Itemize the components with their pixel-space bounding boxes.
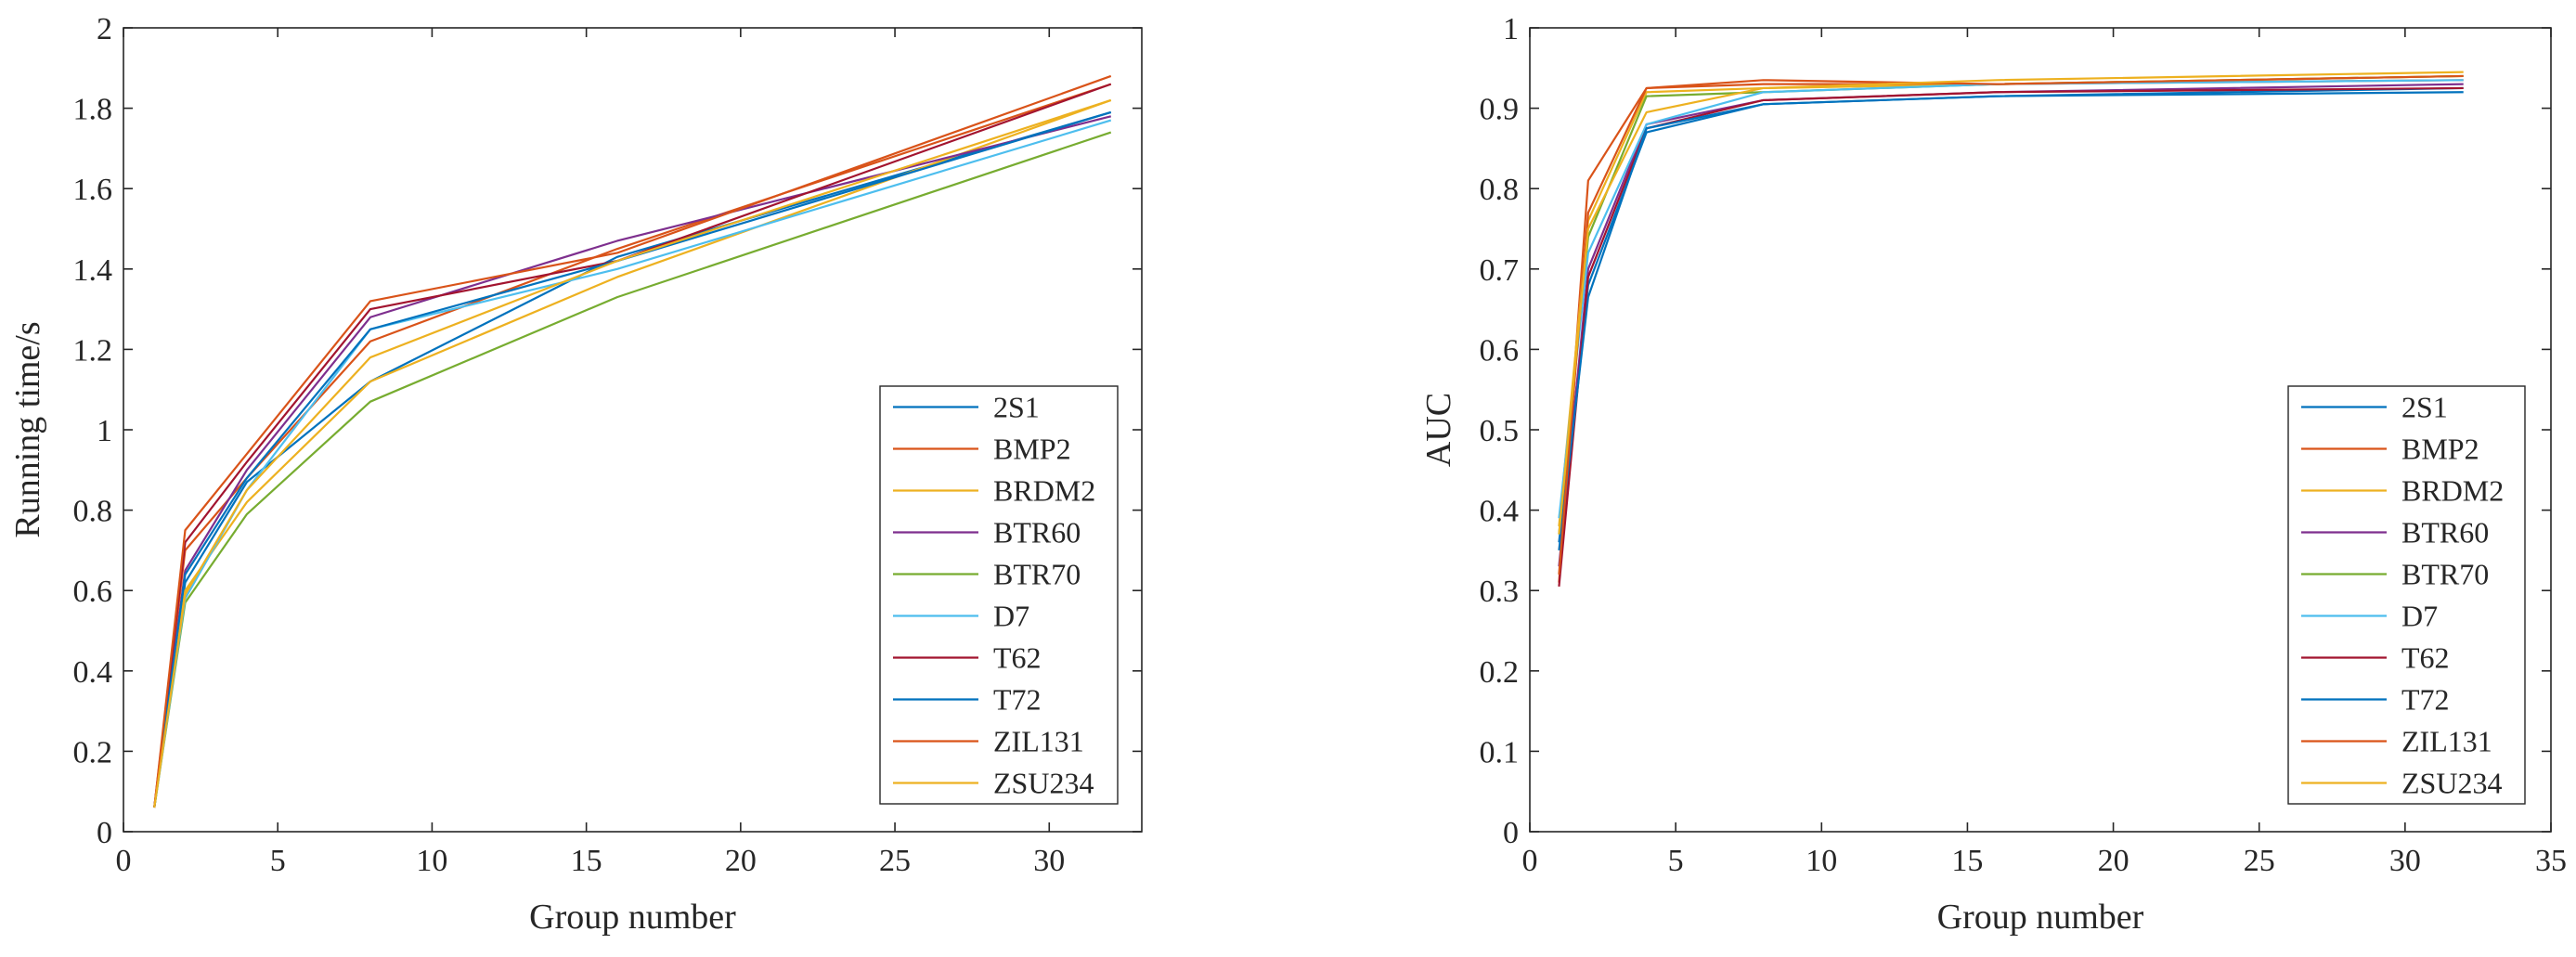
x-tick-label: 0: [1522, 844, 1538, 878]
legend-label-btr60: BTR60: [2401, 516, 2489, 550]
legend-label-2s1: 2S1: [993, 391, 1040, 424]
y-axis-label: Running time/s: [8, 321, 47, 537]
x-tick-label: 5: [1668, 844, 1684, 878]
legend-label-bmp2: BMP2: [2401, 433, 2479, 466]
y-tick-label: 0.7: [1480, 253, 1520, 288]
y-tick-label: 0.9: [1480, 93, 1520, 127]
x-tick-label: 35: [2535, 844, 2567, 878]
series-line-t62: [153, 83, 1112, 808]
legend-label-t72: T72: [2401, 683, 2450, 717]
legend-label-zsu234: ZSU234: [2401, 767, 2502, 800]
series-line-zsu234: [1558, 71, 2464, 535]
series-line-t72: [153, 110, 1112, 808]
y-tick-label: 1.6: [73, 173, 113, 207]
y-tick-label: 0.5: [1480, 414, 1520, 448]
legend-box: [879, 385, 1119, 805]
y-tick-label: 0.8: [73, 495, 113, 529]
x-axis: 0 5 10 15 20 25 30: [116, 28, 1065, 878]
x-tick-label: 30: [2389, 844, 2421, 878]
y-tick-label: 0.1: [1480, 735, 1520, 769]
y-axis: 0 0.2 0.4 0.6 0.8 1 1.2 1.4 1.6 1.8 2: [73, 12, 1142, 850]
auc-chart: 0 5 10 15 20 25 30 3500.10.20.30.40.50.60.70.80…: [1419, 12, 2567, 937]
x-tick-label: 25: [879, 844, 911, 878]
y-tick-label: 1: [1503, 12, 1519, 46]
x-tick-label: 15: [571, 844, 602, 878]
y-tick-label: 1.8: [73, 93, 113, 127]
x-tick-label: 15: [1951, 844, 1983, 878]
x-tick-label: 20: [2098, 844, 2129, 878]
x-axis-label: Group number: [529, 898, 736, 937]
x-tick-label: 0: [116, 844, 132, 878]
legend-label-btr70: BTR70: [993, 558, 1081, 591]
legend-box: [2287, 385, 2526, 805]
y-tick-label: 2: [97, 12, 112, 46]
x-tick-label: 25: [2244, 844, 2275, 878]
y-tick-label: 0.2: [1480, 655, 1520, 690]
x-tick-label: 30: [1033, 844, 1065, 878]
legend-label-t62: T62: [993, 641, 1042, 675]
y-tick-label: 0.8: [1480, 173, 1520, 207]
legend-label-t62: T62: [2401, 641, 2450, 675]
legend-label-t72: T72: [993, 683, 1042, 717]
x-tick-label: 20: [725, 844, 757, 878]
legend: 2S1 BMP2 BRDM2 BTR60 BTR70 D7 T62 T72 ZIL131 ZSU2…: [879, 385, 1119, 805]
legend-label-zil131: ZIL131: [993, 725, 1084, 758]
y-axis: 0 0.1 0.2 0.3 0.4 0.5 0.6 0.7 0.8 0.9 1: [1480, 12, 2551, 850]
legend-label-zsu234: ZSU234: [993, 767, 1094, 800]
legend-label-brdm2: BRDM2: [2401, 474, 2504, 508]
x-tick-label: 10: [416, 844, 447, 878]
legend-label-2s1: 2S1: [2401, 391, 2448, 424]
y-tick-label: 0: [1503, 816, 1519, 850]
legend-label-d7: D7: [2401, 600, 2438, 633]
y-axis-label: AUC: [1419, 393, 1458, 467]
series-lines: [1558, 71, 2464, 587]
series-line-zil131: [153, 74, 1112, 808]
x-axis: 0 5 10 15 20 25 30 35: [1522, 28, 2567, 878]
y-tick-label: 0.4: [1480, 495, 1520, 529]
y-tick-label: 1.2: [73, 333, 113, 368]
series-line-zsu234: [153, 98, 1112, 808]
y-tick-label: 0.6: [73, 575, 113, 609]
y-tick-label: 0.3: [1480, 575, 1520, 609]
x-axis-label: Group number: [1937, 898, 2144, 937]
x-tick-label: 5: [270, 844, 286, 878]
legend-label-zil131: ZIL131: [2401, 725, 2492, 758]
legend-label-btr70: BTR70: [2401, 558, 2489, 591]
running-time-chart: 0 5 10 15 20 25 30 0 0.2 0.4 0.6 0.8 1 1.2 1.4 1.6 1.8 2 G…: [8, 12, 1143, 937]
y-tick-label: 0: [97, 816, 112, 850]
y-tick-label: 0.2: [73, 735, 113, 769]
y-tick-label: 1.4: [73, 253, 113, 288]
legend-label-d7: D7: [993, 600, 1029, 633]
series-line-t62: [1558, 86, 2464, 587]
series-lines: [153, 74, 1112, 808]
legend: 2S1 BMP2 BRDM2 BTR60 BTR70 D7 T62 T72 ZIL131 ZSU2…: [2287, 385, 2526, 805]
legend-label-brdm2: BRDM2: [993, 474, 1095, 508]
y-tick-label: 0.6: [1480, 333, 1520, 368]
legend-label-bmp2: BMP2: [993, 433, 1071, 466]
legend-label-btr60: BTR60: [993, 516, 1081, 550]
y-tick-label: 0.4: [73, 655, 113, 690]
series-line-t72: [1558, 91, 2464, 551]
y-tick-label: 1: [97, 414, 112, 448]
x-tick-label: 10: [1806, 844, 1837, 878]
